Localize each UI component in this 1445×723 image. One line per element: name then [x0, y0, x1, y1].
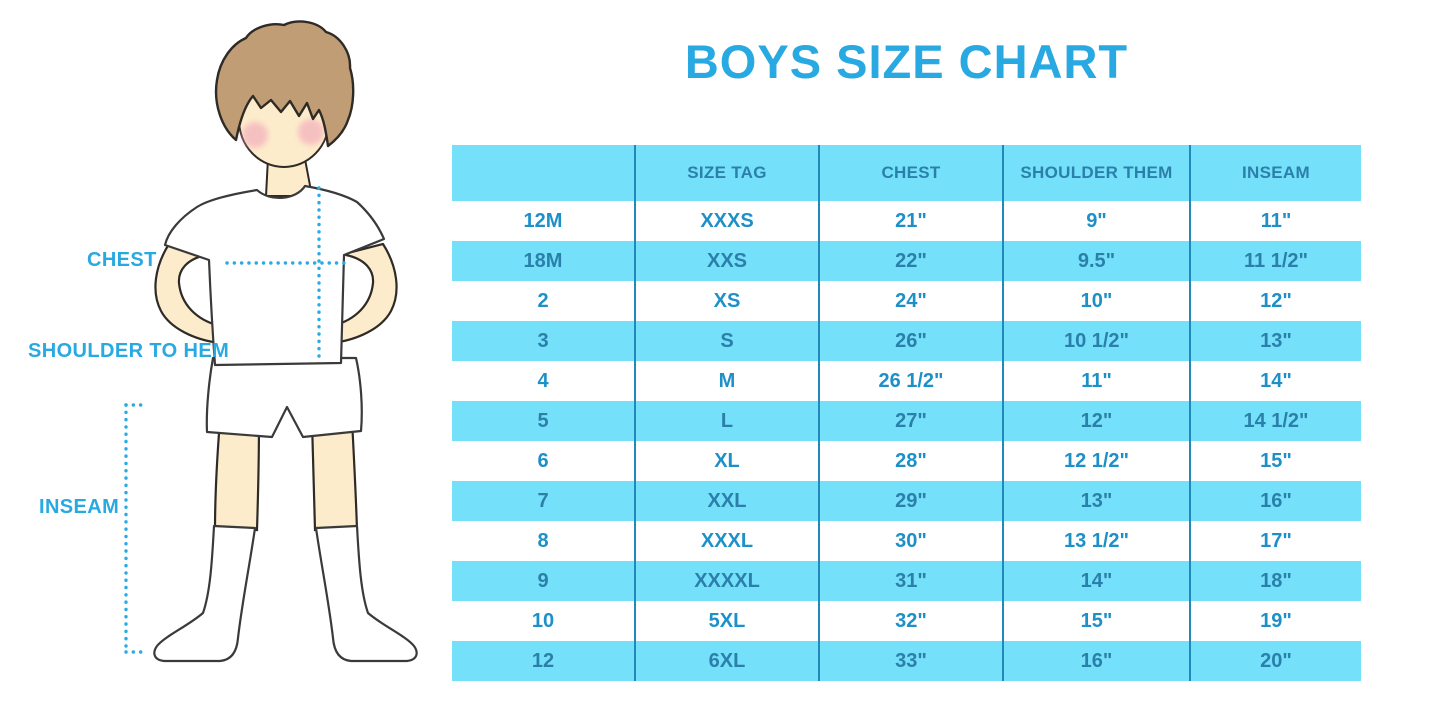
table-row: 10 5XL 32" 15" 19" [452, 601, 1361, 641]
table-cell: L [634, 401, 819, 441]
chest-label: CHEST [87, 249, 157, 271]
table-cell: 9 [452, 561, 635, 601]
table-cell: 12" [1189, 281, 1361, 321]
table-cell: 9.5" [1002, 241, 1190, 281]
table-cell: 14 1/2" [1189, 401, 1361, 441]
table-cell: XXL [634, 481, 819, 521]
table-row: 12M XXXS 21" 9" 11" [452, 201, 1361, 241]
table-cell: 11" [1002, 361, 1190, 401]
table-cell: 5XL [634, 601, 819, 641]
table-row: 6 XL 28" 12 1/2" 15" [452, 441, 1361, 481]
table-cell: XXXXL [634, 561, 819, 601]
table-cell: 14" [1189, 361, 1361, 401]
table-row: 7 XXL 29" 13" 16" [452, 481, 1361, 521]
table-cell: 12M [452, 201, 635, 241]
boy-hair [214, 20, 355, 148]
boy-right-sock [314, 524, 418, 663]
table-row: 4 M 26 1/2" 11" 14" [452, 361, 1361, 401]
table-cell: 10 [452, 601, 635, 641]
table-cell: 13" [1189, 321, 1361, 361]
table-cell: 16" [1002, 641, 1190, 681]
size-table-header: SIZE TAG CHEST SHOULDER THEM INSEAM [452, 145, 1361, 201]
column-header: CHEST [818, 145, 1003, 201]
table-cell: 19" [1189, 601, 1361, 641]
table-cell: 21" [818, 201, 1003, 241]
table-row: 3 S 26" 10 1/2" 13" [452, 321, 1361, 361]
table-cell: 6 [452, 441, 635, 481]
size-table: SIZE TAG CHEST SHOULDER THEM INSEAM 12M XXXS… [452, 145, 1361, 681]
table-cell: 11" [1189, 201, 1361, 241]
shoulder-to-hem-label: SHOULDER TO HEM [28, 340, 230, 362]
table-cell: 18M [452, 241, 635, 281]
table-cell: 5 [452, 401, 635, 441]
table-cell: 12" [1002, 401, 1190, 441]
table-cell: 8 [452, 521, 635, 561]
table-cell: 9" [1002, 201, 1190, 241]
table-cell: 10" [1002, 281, 1190, 321]
table-cell: 15" [1002, 601, 1190, 641]
table-cell: XL [634, 441, 819, 481]
table-cell: 12 1/2" [1002, 441, 1190, 481]
table-cell: 7 [452, 481, 635, 521]
table-row: 8 XXXL 30" 13 1/2" 17" [452, 521, 1361, 561]
table-row: 12 6XL 33" 16" 20" [452, 641, 1361, 681]
table-cell: M [634, 361, 819, 401]
table-cell: 4 [452, 361, 635, 401]
table-cell: XXS [634, 241, 819, 281]
table-cell: 10 1/2" [1002, 321, 1190, 361]
table-cell: S [634, 321, 819, 361]
boy-blush-right [298, 119, 324, 145]
table-cell: 29" [818, 481, 1003, 521]
table-cell: XS [634, 281, 819, 321]
header-row: SIZE TAG CHEST SHOULDER THEM INSEAM [452, 145, 1361, 201]
table-cell: 31" [818, 561, 1003, 601]
boy-left-leg [213, 418, 261, 532]
table-cell: 20" [1189, 641, 1361, 681]
table-cell: 33" [818, 641, 1003, 681]
table-cell: 27" [818, 401, 1003, 441]
table-cell: 14" [1002, 561, 1190, 601]
table-row: 18M XXS 22" 9.5" 11 1/2" [452, 241, 1361, 281]
inseam-label: INSEAM [39, 496, 120, 518]
table-cell: 26" [818, 321, 1003, 361]
boy-shorts [205, 356, 363, 439]
table-cell: 15" [1189, 441, 1361, 481]
table-row: 2 XS 24" 10" 12" [452, 281, 1361, 321]
table-cell: 16" [1189, 481, 1361, 521]
table-cell: 30" [818, 521, 1003, 561]
boy-blush-left [242, 122, 268, 148]
table-cell: 17" [1189, 521, 1361, 561]
table-cell: 26 1/2" [818, 361, 1003, 401]
table-cell: 18" [1189, 561, 1361, 601]
column-header: INSEAM [1189, 145, 1361, 201]
column-header: SIZE TAG [634, 145, 819, 201]
table-cell: 11 1/2" [1189, 241, 1361, 281]
table-cell: 13" [1002, 481, 1190, 521]
table-cell: 28" [818, 441, 1003, 481]
table-row: 5 L 27" 12" 14 1/2" [452, 401, 1361, 441]
table-cell: 24" [818, 281, 1003, 321]
table-cell: 32" [818, 601, 1003, 641]
table-cell: XXXS [634, 201, 819, 241]
column-header: SHOULDER THEM [1002, 145, 1190, 201]
page-title: BOYS SIZE CHART [684, 35, 1129, 88]
table-cell: 22" [818, 241, 1003, 281]
table-cell: 13 1/2" [1002, 521, 1190, 561]
boy-left-sock [153, 524, 257, 663]
size-table-body: 12M XXXS 21" 9" 11" 18M XXS 22" 9.5" 11 1/2" 2 XS 24… [452, 201, 1361, 681]
boy-right-leg [310, 418, 359, 532]
table-cell: 2 [452, 281, 635, 321]
table-cell: 12 [452, 641, 635, 681]
column-header [452, 145, 635, 201]
table-cell: 3 [452, 321, 635, 361]
table-cell: XXXL [634, 521, 819, 561]
boy-figure-illustration [124, 20, 418, 663]
table-cell: 6XL [634, 641, 819, 681]
table-row: 9 XXXXL 31" 14" 18" [452, 561, 1361, 601]
